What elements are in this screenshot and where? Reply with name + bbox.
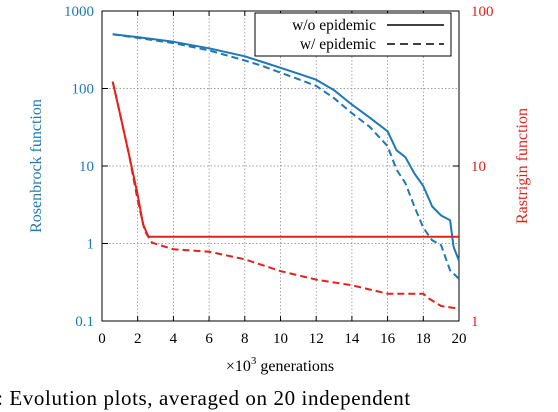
right-tick-label: 100 [471,4,494,20]
x-axis-label-suffix: generations [256,358,334,375]
series-layer [111,33,460,310]
legend-label-solid: w/o epidemic [292,17,376,34]
x-tick-label: 2 [134,331,142,347]
x-tick-label: 6 [205,331,213,347]
x-tick-label: 12 [309,331,324,347]
right-tick-label: 10 [471,159,486,175]
grid [102,11,459,321]
left-axis-label: Rosenbrock function [28,99,45,233]
series-line-0 [112,33,460,262]
series-line-3 [111,81,460,310]
left-tick-label: 100 [72,82,95,98]
x-tick-label: 14 [344,331,360,347]
x-tick-label: 18 [416,331,431,347]
figure-caption: 2: Evolution plots, averaged on 20 indep… [0,386,558,412]
ticks-layer: 0 2 4 6 8 10 12 14 16 18 20 0.1 1 10 100 1000 1 10 100 [64,4,494,347]
left-tick-label: 1000 [64,4,94,20]
left-tick-label: 1 [87,237,95,253]
left-tick-label: 10 [79,159,94,175]
x-tick-label: 20 [452,331,467,347]
left-tick-label: 0.1 [75,314,94,330]
series-line-1 [112,33,460,280]
right-axis-label: Rastrigin function [514,108,531,224]
x-tick-label: 10 [273,331,288,347]
legend: w/o epidemic w/ epidemic [254,12,452,57]
x-tick-label: 8 [241,331,249,347]
x-tick-label: 4 [170,331,178,347]
right-tick-label: 1 [471,314,479,330]
legend-label-dashed: w/ epidemic [300,36,376,53]
x-tick-label: 0 [98,331,106,347]
chart: 0 2 4 6 8 10 12 14 16 18 20 0.1 1 10 100 1000 1 10 100 Ros… [28,4,531,375]
x-tick-label: 16 [380,331,396,347]
x-axis-label-prefix: ×10 [226,358,251,375]
x-axis-label-exponent: 3 [251,355,257,367]
x-axis-label: ×103 generations [226,355,334,375]
figure-caption-text: 2: Evolution plots, averaged on 20 indep… [0,386,411,410]
legend-box [254,12,452,57]
